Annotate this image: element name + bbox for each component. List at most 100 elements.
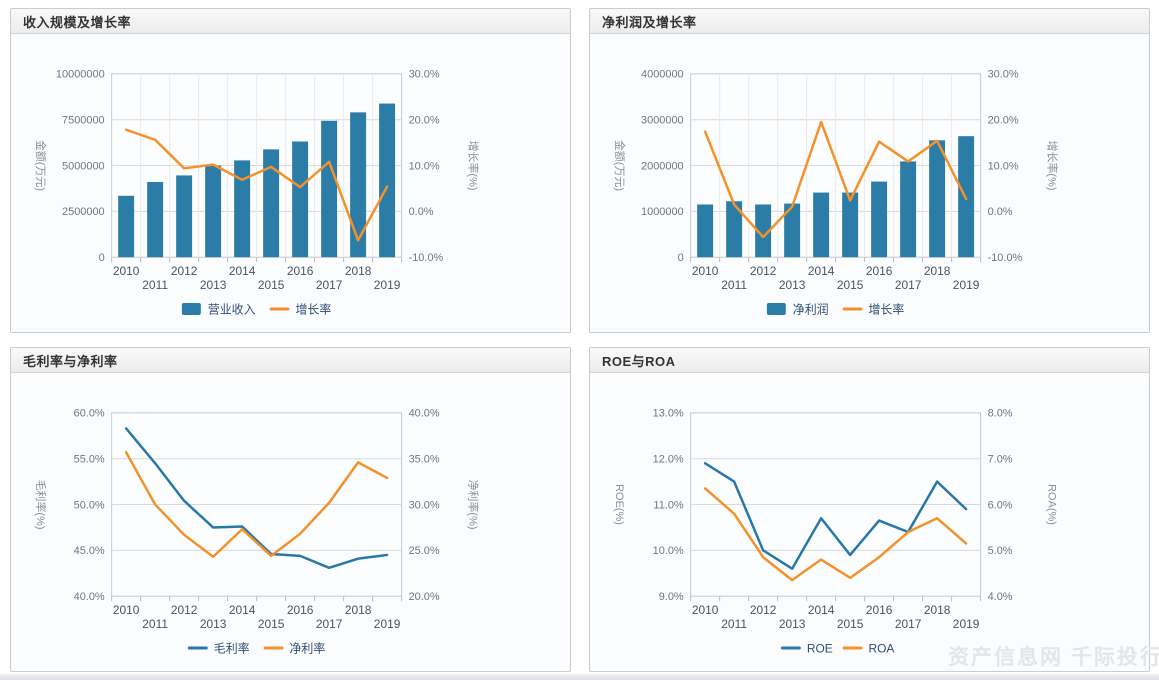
- year-label-2010: 2010: [692, 264, 719, 278]
- year-label-2018: 2018: [924, 264, 951, 278]
- year-label-2015: 2015: [837, 617, 864, 631]
- panel-header-netprofit-growth: 净利润及增长率: [590, 9, 1149, 34]
- left-tick-label: 13.0%: [653, 408, 684, 420]
- year-label-2015: 2015: [258, 278, 285, 292]
- legend-item-1[interactable]: 净利率: [263, 640, 326, 655]
- right-tick-label: 35.0%: [409, 454, 440, 466]
- year-label-2017: 2017: [895, 617, 922, 631]
- legend-label: 增长率: [869, 301, 905, 316]
- line-series-1: [124, 451, 389, 558]
- bar-2015: [842, 192, 859, 258]
- year-label-2011: 2011: [142, 617, 168, 631]
- legend-item-1[interactable]: 增长率: [269, 301, 332, 316]
- legend-item-0[interactable]: 毛利率: [187, 640, 250, 655]
- year-label-2014: 2014: [229, 603, 256, 617]
- panel-title-roe-roa: ROE与ROA: [602, 353, 676, 369]
- legend-swatch-line: [187, 646, 208, 650]
- legend: 营业收入 增长率: [181, 301, 332, 316]
- right-axis-title: ROA(%): [1046, 484, 1058, 525]
- left-tick-label: 10.0%: [653, 545, 684, 557]
- left-tick-label: 2500000: [62, 206, 105, 218]
- legend-label: 增长率: [295, 301, 331, 316]
- year-label-2013: 2013: [779, 278, 806, 292]
- right-tick-label: 20.0%: [409, 591, 440, 603]
- year-label-2012: 2012: [171, 603, 198, 617]
- right-tick-label: 30.0%: [988, 69, 1019, 81]
- bar-2016: [871, 181, 888, 258]
- year-label-2016: 2016: [866, 264, 893, 278]
- legend: ROE ROA: [780, 641, 895, 655]
- right-tick-label: 0.0%: [988, 206, 1013, 218]
- year-label-2019: 2019: [953, 278, 980, 292]
- chart-canvas: 13.0% 12.0% 11.0% 10.0% 9.0% 8.0% 7.0% 6.0% 5.0%…: [613, 408, 1058, 656]
- bar-2018: [350, 112, 367, 258]
- year-label-2013: 2013: [779, 617, 806, 631]
- panel-title-revenue-growth: 收入规模及增长率: [23, 14, 132, 30]
- year-label-2019: 2019: [374, 617, 401, 631]
- horizontal-gridlines: [111, 458, 402, 551]
- x-axis-ticks: [690, 257, 982, 263]
- revenue-growth-chart: 10000000 7500000 5000000 2500000 0 30.0% 20.0%…: [11, 34, 570, 332]
- left-tick-label: 0: [99, 252, 105, 264]
- right-tick-label: 10.0%: [409, 160, 440, 172]
- right-tick-label: 40.0%: [409, 408, 440, 420]
- right-tick-label: 5.0%: [988, 545, 1013, 557]
- left-axis-title: 金额(万元): [613, 140, 627, 191]
- right-tick-label: -10.0%: [409, 252, 444, 264]
- year-label-2019: 2019: [374, 278, 401, 292]
- right-tick-label: -10.0%: [988, 252, 1023, 264]
- x-axis-ticks: [111, 257, 403, 263]
- left-tick-label: 4000000: [641, 69, 684, 81]
- year-label-2011: 2011: [721, 617, 747, 631]
- left-axis-title: 金额(万元): [34, 140, 48, 191]
- year-label-2012: 2012: [171, 264, 198, 278]
- panel-netprofit-growth: 净利润及增长率 4000000 3000000 2000000 1000000 0 30.…: [589, 8, 1150, 333]
- legend-item-0[interactable]: ROE: [780, 641, 833, 655]
- line-series-1: [124, 128, 389, 242]
- legend: 净利润 增长率: [766, 301, 905, 316]
- bar-2014: [813, 192, 830, 258]
- bar-2011: [726, 201, 743, 258]
- year-label-2017: 2017: [316, 278, 343, 292]
- year-label-2018: 2018: [924, 603, 951, 617]
- bar-2015: [263, 149, 280, 258]
- year-label-2015: 2015: [258, 617, 285, 631]
- panel-header-margins: 毛利率与净利率: [11, 348, 570, 373]
- legend-item-1[interactable]: 增长率: [842, 301, 905, 316]
- year-label-2011: 2011: [142, 278, 168, 292]
- left-tick-label: 2000000: [641, 160, 684, 172]
- bar-2011: [147, 182, 164, 258]
- bar-2013: [205, 165, 222, 258]
- year-label-2018: 2018: [345, 264, 372, 278]
- chart-canvas: 60.0% 55.0% 50.0% 45.0% 40.0% 40.0% 35.0% 30.0%…: [34, 408, 480, 656]
- x-axis-ticks: [690, 596, 982, 602]
- bar-series-0: [118, 103, 396, 258]
- vertical-gridlines: [719, 73, 953, 258]
- year-label-2019: 2019: [953, 617, 980, 631]
- year-label-2010: 2010: [113, 264, 140, 278]
- left-tick-label: 0: [678, 252, 684, 264]
- year-label-2010: 2010: [113, 603, 140, 617]
- left-axis-title: ROE(%): [613, 484, 625, 525]
- panel-header-roe-roa: ROE与ROA: [590, 348, 1149, 373]
- netprofit-growth-chart: 4000000 3000000 2000000 1000000 0 30.0% 20.0% 1…: [590, 34, 1149, 332]
- left-tick-label: 9.0%: [659, 591, 684, 603]
- bar-2010: [118, 195, 135, 258]
- chart-canvas: 10000000 7500000 5000000 2500000 0 30.0% 20.0%…: [34, 69, 481, 317]
- legend-item-1[interactable]: ROA: [842, 641, 895, 655]
- right-axis-title: 增长率(%): [467, 141, 481, 191]
- legend-item-0[interactable]: 净利润: [766, 302, 829, 316]
- bar-2010: [697, 204, 714, 258]
- year-label-2013: 2013: [200, 278, 227, 292]
- right-tick-label: 8.0%: [988, 408, 1013, 420]
- legend-item-0[interactable]: 营业收入: [181, 302, 256, 316]
- year-label-2015: 2015: [837, 278, 864, 292]
- bar-2016: [292, 141, 309, 258]
- panel-title-netprofit-growth: 净利润及增长率: [602, 14, 697, 30]
- bar-2018: [929, 140, 946, 258]
- right-axis-title: 增长率(%): [1046, 141, 1060, 191]
- left-tick-label: 5000000: [62, 160, 105, 172]
- footer-strip: [0, 674, 1159, 680]
